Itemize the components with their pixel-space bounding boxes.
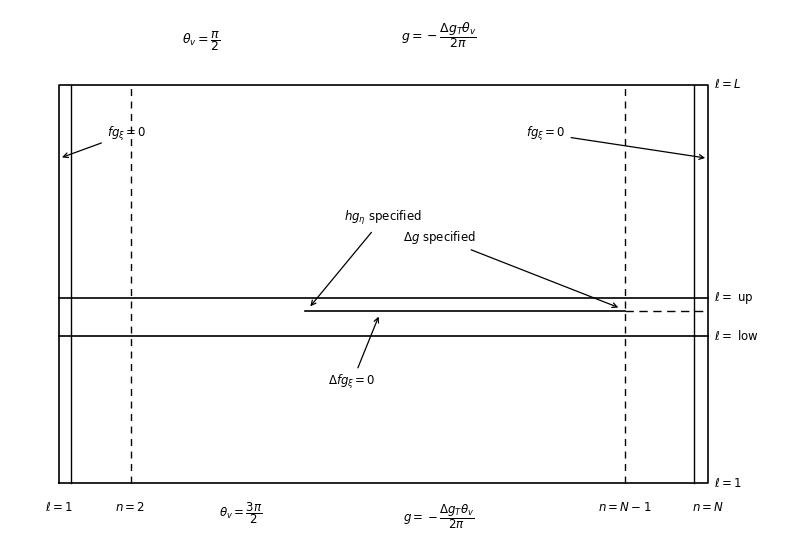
Text: $\ell =1$: $\ell =1$ <box>714 477 742 490</box>
Text: $g = -\dfrac{\Delta g_T\theta_v}{2\pi}$: $g = -\dfrac{\Delta g_T\theta_v}{2\pi}$ <box>401 21 477 50</box>
Text: $n=2$: $n=2$ <box>115 501 146 514</box>
Text: $\ell =L$: $\ell =L$ <box>714 78 742 91</box>
Text: $\ell =1$: $\ell =1$ <box>45 501 74 514</box>
Text: $\Delta g$ specified: $\Delta g$ specified <box>403 229 617 307</box>
Text: $fg_\xi = 0$: $fg_\xi = 0$ <box>63 125 146 157</box>
Text: $\theta_v = \dfrac{\pi}{2}$: $\theta_v = \dfrac{\pi}{2}$ <box>183 29 221 53</box>
Text: $\theta_v = \dfrac{3\pi}{2}$: $\theta_v = \dfrac{3\pi}{2}$ <box>219 500 263 526</box>
Text: $\ell =$ low: $\ell =$ low <box>714 329 759 343</box>
Text: $fg_\xi = 0$: $fg_\xi = 0$ <box>526 125 704 159</box>
Text: $n=N-1$: $n=N-1$ <box>598 501 652 514</box>
Text: $hg_\eta$ specified: $hg_\eta$ specified <box>311 210 422 305</box>
Text: $g = -\dfrac{\Delta g_T\theta_v}{2\pi}$: $g = -\dfrac{\Delta g_T\theta_v}{2\pi}$ <box>403 503 475 531</box>
Text: $\ell =$ up: $\ell =$ up <box>714 289 754 306</box>
Text: $\Delta fg_\xi = 0$: $\Delta fg_\xi = 0$ <box>328 318 379 391</box>
Text: $n=N$: $n=N$ <box>692 501 724 514</box>
